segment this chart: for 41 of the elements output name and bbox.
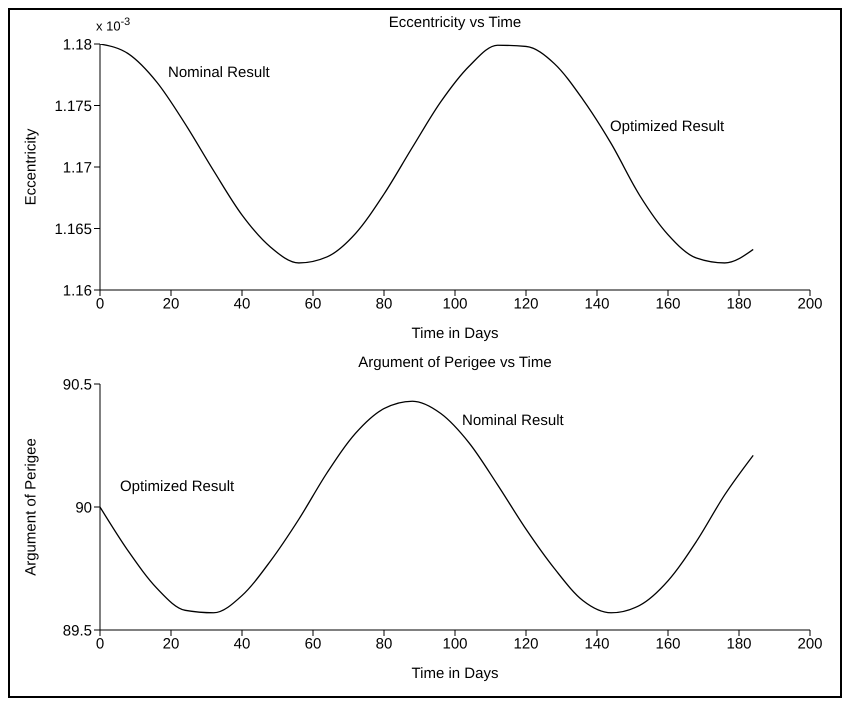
- x-tick-label: 0: [96, 636, 104, 653]
- x-tick-label: 140: [584, 636, 610, 653]
- x-tick-label: 200: [797, 296, 823, 313]
- annotation: Nominal Result: [168, 64, 270, 81]
- x-tick-label: 40: [234, 296, 250, 313]
- x-axis-title: Time in Days: [412, 665, 498, 682]
- x-tick-label: 0: [96, 296, 104, 313]
- x-tick-label: 100: [442, 636, 468, 653]
- annotation: Nominal Result: [462, 412, 564, 429]
- x-tick-label: 60: [304, 636, 322, 653]
- y-tick-label: 1.175: [54, 98, 92, 115]
- y-axis-title: Argument of Perigee: [22, 438, 40, 576]
- chart-title: Argument of Perigee vs Time: [357, 354, 553, 371]
- x-tick-label: 100: [442, 296, 468, 313]
- y-tick-label: 89.5: [62, 622, 92, 640]
- chart-title: Eccentricity vs Time: [388, 14, 522, 31]
- annotation: Optimized Result: [610, 118, 724, 135]
- text: x 10$^{-3}$: [96, 16, 130, 34]
- y-tick-label: 1.17: [62, 159, 92, 176]
- x-axis-title: Time in Days: [412, 325, 498, 342]
- x-tick-label: 180: [726, 636, 752, 653]
- x-tick-label: 20: [162, 296, 180, 313]
- x-tick-label: 180: [726, 296, 752, 313]
- y-axis-title: Eccentricity: [22, 128, 40, 206]
- y-tick-label: 90.5: [62, 376, 92, 394]
- y-tick-label: 1.18: [62, 36, 92, 54]
- x-tick-label: 80: [376, 636, 392, 653]
- x-tick-label: 20: [162, 636, 180, 653]
- x-tick-label: 200: [797, 636, 823, 653]
- x-tick-label: 120: [513, 636, 539, 653]
- x-tick-label: 120: [513, 296, 539, 313]
- y-tick-label: 1.165: [54, 220, 92, 238]
- x-tick-label: 160: [655, 296, 681, 313]
- x-tick-label: 160: [655, 636, 681, 653]
- y-tick-label: 1.16: [62, 282, 92, 300]
- x-tick-label: 140: [584, 296, 610, 313]
- x-tick-label: 80: [376, 296, 392, 313]
- annotation: Optimized Result: [120, 478, 234, 495]
- y-tick-label: 90: [75, 499, 92, 516]
- x-tick-label: 60: [304, 296, 322, 313]
- x-tick-label: 40: [234, 636, 250, 653]
